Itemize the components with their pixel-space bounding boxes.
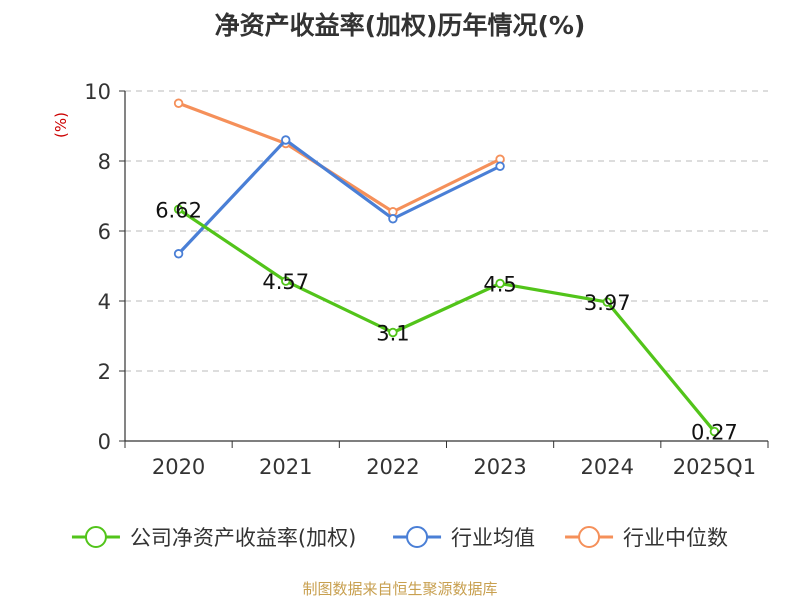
x-tick-label: 2020 (152, 455, 205, 479)
data-point (495, 161, 505, 171)
data-label-layer: 6.62 4.57 3.1 4.5 3.97 0.27 (155, 198, 738, 444)
data-point (602, 297, 612, 307)
legend-item[interactable]: 行业均值 (393, 526, 535, 550)
data-point (173, 204, 184, 214)
data-label: 6.62 (155, 198, 202, 222)
data-point (388, 327, 398, 338)
data-point (173, 249, 184, 259)
x-tick-label: 2024 (581, 455, 634, 479)
data-point (173, 98, 184, 108)
y-tick-label: 6 (98, 220, 111, 244)
y-axis-label: (%) (52, 112, 70, 138)
y-tick-label: 0 (98, 430, 111, 454)
legend-label: 行业均值 (451, 526, 535, 550)
data-point (495, 278, 505, 289)
series-line (176, 138, 502, 256)
series-line (176, 207, 717, 434)
legend-label: 公司净资产收益率(加权) (130, 526, 356, 550)
x-tick-label: 2023 (473, 455, 526, 479)
legend-label: 行业中位数 (623, 526, 728, 550)
legend-marker (578, 526, 601, 548)
data-label: 4.57 (262, 270, 309, 294)
source-note: 制图数据来自恒生聚源数据库 (302, 580, 497, 598)
y-tick-label: 2 (98, 360, 111, 384)
legend-marker (84, 526, 107, 548)
chart-title: 净资产收益率(加权)历年情况(%) (215, 11, 586, 40)
legend-item[interactable]: 行业中位数 (565, 526, 728, 550)
data-point (281, 135, 291, 145)
data-label: 3.1 (376, 322, 409, 346)
data-point (281, 276, 291, 286)
series-layer (173, 98, 720, 437)
x-tick-label: 2021 (259, 455, 312, 479)
x-tick-label: 2022 (366, 455, 419, 479)
legend: 公司净资产收益率(加权) 行业均值 行业中位数 (71, 526, 728, 550)
x-tick-label: 2025Q1 (673, 455, 756, 479)
legend-marker (406, 526, 429, 548)
y-tick-label: 4 (98, 290, 111, 314)
data-point (388, 214, 398, 224)
y-tick-label: 10 (84, 80, 111, 104)
axis-layer: 0 2 4 6 8 10 2020 2021 2022 2023 2024 2025Q1 (84, 80, 769, 479)
data-label: 3.97 (584, 291, 631, 315)
legend-item[interactable]: 公司净资产收益率(加权) (71, 526, 356, 550)
data-label: 4.5 (483, 273, 516, 297)
data-point (709, 426, 720, 437)
series-line (176, 101, 502, 214)
data-label: 0.27 (691, 421, 738, 445)
y-tick-label: 8 (98, 150, 111, 174)
grid-layer (125, 90, 768, 372)
